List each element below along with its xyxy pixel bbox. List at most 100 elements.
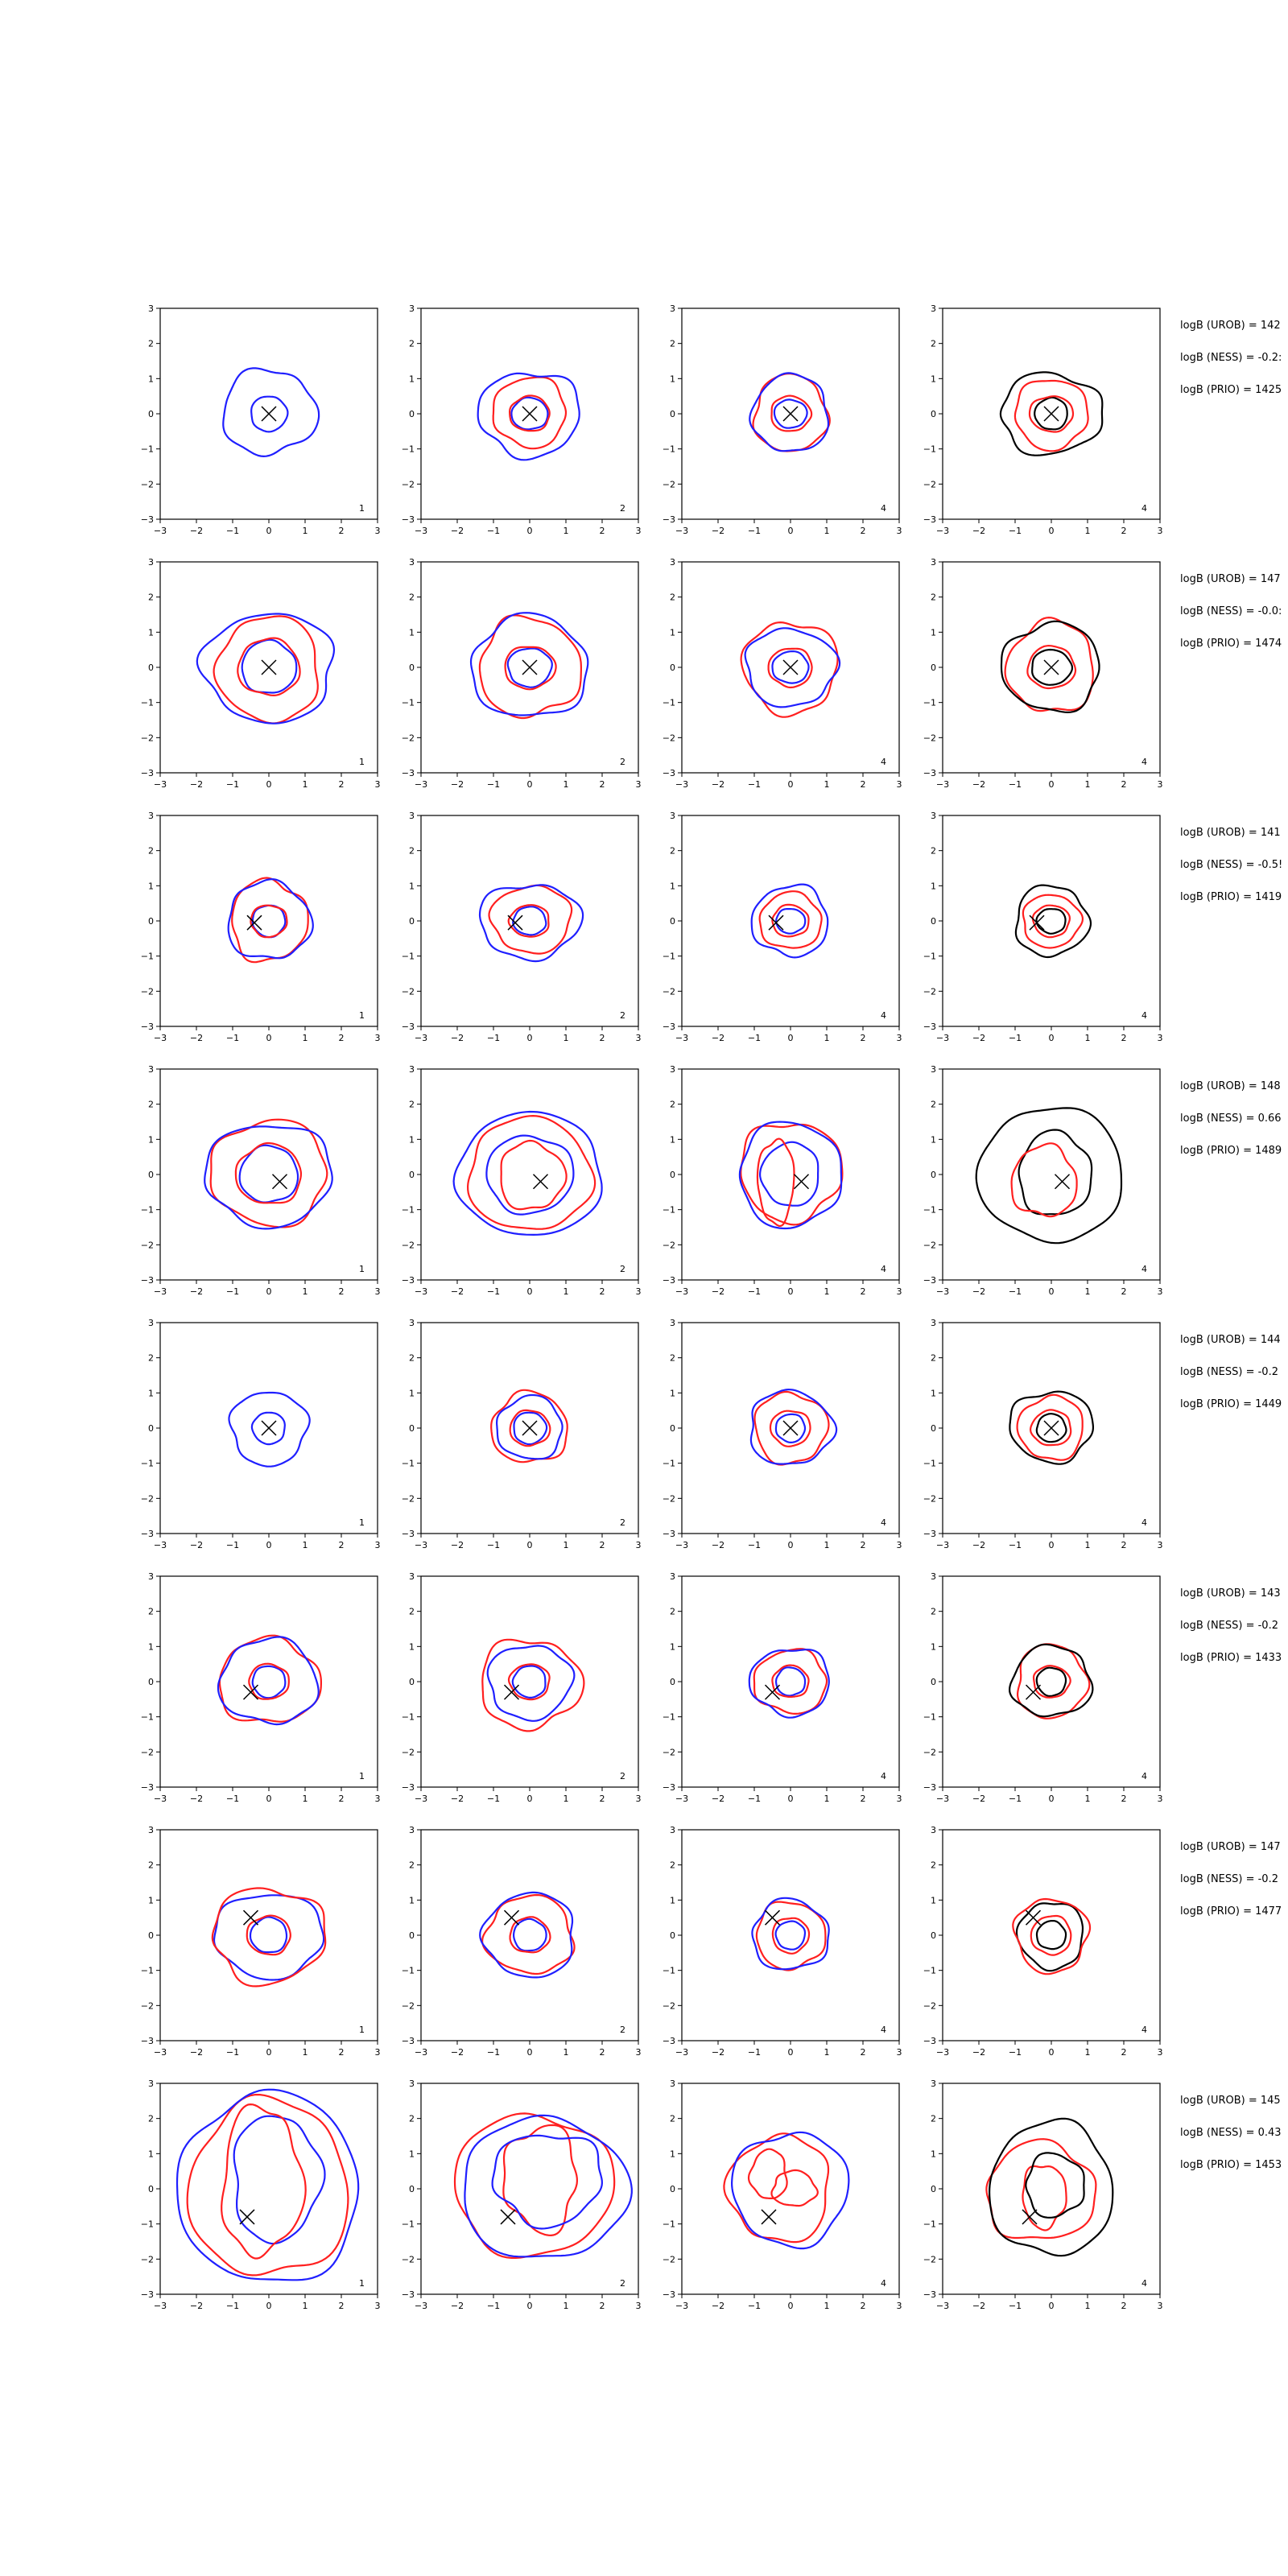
y-tick-label: −2 [402,1493,415,1504]
row-logB-note: logB (PRIO) = 1489 [1180,1145,1282,1157]
x-tick-label: −3 [936,779,949,790]
x-tick-label: −1 [487,1033,500,1043]
red-contour [218,1634,322,1723]
x-tick-label: −2 [972,1033,985,1043]
row-logB-note: logB (UROB) = 142 [1180,320,1281,332]
x-tick-label: 2 [861,2301,866,2311]
y-tick-label: −1 [663,1712,675,1723]
x-tick-label: 0 [788,2301,794,2311]
y-tick-label: −2 [923,2254,936,2264]
red-contour [767,647,813,689]
panel-r3-c3: −3 −2 −1 0 1 2 3 3 2 1 0 −1 −2 −3 4 [663,811,902,1043]
panel-r5-c4: −3 −2 −1 0 1 2 3 3 2 1 0 −1 −2 −3 4 [923,1318,1163,1550]
y-tick-label: 2 [148,1860,154,1871]
x-tick-label: 1 [303,1286,308,1297]
x-tick-label: 3 [375,1794,381,1804]
x-tick-label: 3 [636,2047,642,2058]
x-tick-label: −3 [415,779,427,790]
x-tick-label: −3 [936,1794,949,1804]
x-tick-label: 3 [1158,2301,1163,2311]
true-position-marker [1029,914,1045,931]
blue-contour [222,367,320,458]
y-tick-label: 0 [670,1677,675,1687]
x-tick-label: −1 [1009,1033,1022,1043]
black-contour [975,1107,1123,1245]
blue-contour [233,2115,326,2245]
x-tick-label: 0 [266,1540,272,1550]
y-tick-label: 2 [148,339,154,349]
blue-contour [196,613,336,724]
x-tick-label: −1 [487,526,500,536]
y-tick-label: 0 [931,1423,936,1434]
x-tick-label: 3 [1158,1794,1163,1804]
x-tick-label: 3 [1158,1033,1163,1043]
red-contour [492,376,568,450]
y-tick-label: 2 [148,1100,154,1110]
x-tick-label: 1 [824,526,830,536]
y-tick-label: 1 [670,1134,675,1145]
y-tick-label: 2 [409,846,415,857]
x-tick-label: −3 [675,779,688,790]
y-tick-label: 3 [148,1318,154,1328]
x-tick-label: −2 [712,1033,724,1043]
x-tick-label: 3 [897,1540,902,1550]
y-tick-label: 0 [931,2184,936,2194]
y-tick-label: −3 [141,2036,154,2046]
red-contour [186,2094,349,2277]
y-tick-label: −1 [402,444,415,455]
y-tick-label: −2 [663,1747,675,1757]
x-tick-label: −3 [415,1033,427,1043]
x-tick-label: 3 [897,2301,902,2311]
y-tick-label: 3 [148,1064,154,1075]
y-tick-label: −1 [141,2219,154,2230]
x-tick-label: −2 [972,779,985,790]
true-position-marker [1043,659,1059,675]
black-contour [1035,1666,1067,1698]
y-tick-label: 0 [148,1423,154,1434]
y-tick-label: 2 [409,1607,415,1617]
y-tick-label: 1 [148,374,154,384]
axes-frame [159,1575,378,1788]
blue-contour [758,1141,819,1207]
y-tick-label: 3 [670,303,675,314]
y-tick-label: 1 [409,1641,415,1652]
y-tick-label: 0 [409,1677,415,1687]
x-tick-label: −2 [972,1286,985,1297]
x-tick-label: 1 [564,1540,569,1550]
x-tick-label: 2 [339,2047,345,2058]
axes-frame [942,1575,1161,1788]
panel-r4-c4: −3 −2 −1 0 1 2 3 3 2 1 0 −1 −2 −3 4 [923,1064,1163,1297]
x-tick-label: 0 [788,1033,794,1043]
y-tick-label: 0 [931,1677,936,1687]
x-tick-label: 1 [1085,1794,1091,1804]
blue-contour [204,1125,333,1230]
row-logB-note: logB (NESS) = -0.2 [1180,1873,1278,1885]
x-tick-label: −1 [226,1286,239,1297]
y-tick-label: 1 [409,881,415,891]
x-tick-label: 3 [1158,526,1163,536]
y-tick-label: 1 [148,1895,154,1905]
y-tick-label: −3 [402,1275,415,1286]
x-tick-label: −3 [415,2301,427,2311]
panel-r3-c2: −3 −2 −1 0 1 2 3 3 2 1 0 −1 −2 −3 2 [402,811,642,1043]
x-tick-label: 2 [600,779,605,790]
panel-r7-c2: −3 −2 −1 0 1 2 3 3 2 1 0 −1 −2 −3 2 [402,1825,642,2058]
x-tick-label: −2 [972,2301,985,2311]
y-tick-label: 3 [148,2079,154,2089]
y-tick-label: −2 [663,986,675,997]
axes-frame [681,1575,900,1788]
x-tick-label: 3 [1158,779,1163,790]
x-tick-label: 3 [636,779,642,790]
blue-contour [751,1897,830,1971]
y-tick-label: 3 [931,557,936,568]
blue-contour [730,2131,850,2250]
black-contour [1035,908,1067,935]
panel-corner-label: 4 [1141,1010,1147,1021]
black-contour [1009,1390,1094,1465]
y-tick-label: 0 [409,663,415,673]
y-tick-label: 1 [931,374,936,384]
black-contour [1031,648,1073,686]
red-contour [478,614,582,720]
panel-corner-label: 1 [359,1771,365,1781]
x-tick-label: −1 [226,2301,239,2311]
